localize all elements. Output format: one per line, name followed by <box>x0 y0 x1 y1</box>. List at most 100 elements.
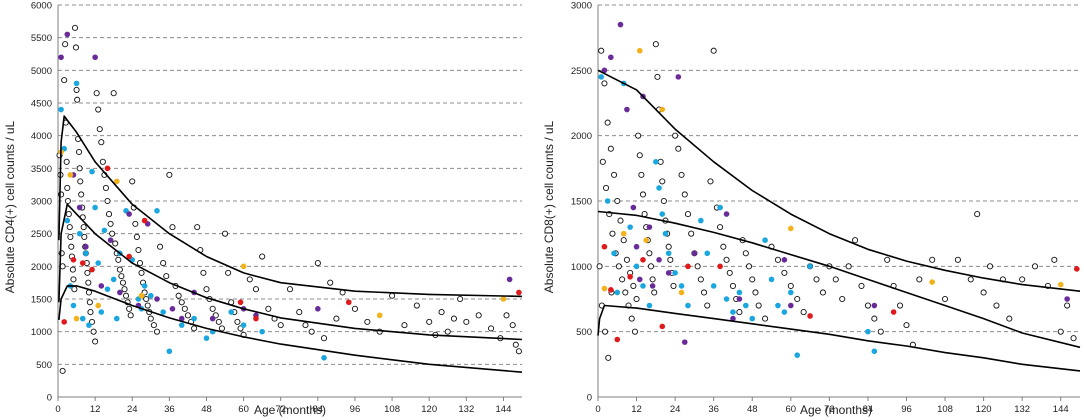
cd4-point-gold <box>500 296 507 302</box>
cd8-point-open <box>717 224 724 231</box>
cd4-point-purple <box>178 315 185 322</box>
cd4-point-open <box>512 341 519 348</box>
cd8-point-purple <box>788 302 794 309</box>
cd8-point-open <box>649 276 656 283</box>
cd8-point-open <box>762 315 769 322</box>
cd4-y-tick-label: 4500 <box>31 99 52 110</box>
cd8-point-open <box>980 289 987 296</box>
cd4-point-open <box>116 266 123 273</box>
cd4-point-open <box>203 286 210 293</box>
cd8-point-open <box>609 230 616 237</box>
cd8-point-open <box>897 302 904 309</box>
cd8-point-open <box>628 315 635 322</box>
cd4-point-open <box>475 312 482 319</box>
cd4-point-open <box>184 312 191 319</box>
cd4-point-open <box>314 260 321 267</box>
cd4-point-open <box>191 325 198 332</box>
cd4-point-blue <box>141 283 148 289</box>
cd8-point-open <box>605 354 612 361</box>
cd8-x-tick-label: 108 <box>937 404 953 415</box>
cd8-point-open <box>647 263 655 270</box>
cd4-point-open <box>286 286 294 293</box>
cd8-point-gold <box>929 279 935 285</box>
cd4-point-red <box>253 315 259 322</box>
cd4-point-open <box>75 148 83 156</box>
cd4-point-open <box>80 224 87 231</box>
cd4-point-open <box>71 24 79 31</box>
cd8-point-open <box>598 47 605 54</box>
cd4-point-open <box>109 230 116 237</box>
cd8-point-blue <box>807 263 813 270</box>
cd8-point-open <box>781 269 788 276</box>
cd8-point-open <box>607 145 614 152</box>
cd4-point-open <box>194 224 201 231</box>
cd4-point-open <box>92 338 99 345</box>
cd8-point-red <box>627 273 633 280</box>
cd8-point-open <box>813 276 820 283</box>
cd8-point-purple <box>646 224 653 230</box>
cd8-point-purple <box>617 21 624 28</box>
cd4-point-open <box>218 325 225 332</box>
cd8-x-tick-label: 84 <box>863 404 874 415</box>
cd8-point-open <box>657 158 664 165</box>
cd8-y-tick-label: 2000 <box>571 131 592 142</box>
cd4-point-open <box>74 96 81 103</box>
cd4-x-tick-label: 132 <box>458 404 474 415</box>
cd8-point-open <box>638 171 645 178</box>
cd4-point-open <box>246 276 253 283</box>
cd4-point-open <box>81 233 88 240</box>
cd4-x-tick-label: 108 <box>384 404 400 415</box>
cd4-point-open <box>147 315 154 322</box>
cd4-x-tick-label: 120 <box>421 404 437 415</box>
cd4-point-open <box>277 322 284 329</box>
cd4-point-open <box>70 276 77 283</box>
cd4-point-blue <box>228 309 235 315</box>
cd4-point-red <box>237 299 244 306</box>
cd4-y-tick-label: 0 <box>47 393 52 404</box>
cd4-point-open <box>136 260 144 267</box>
cd8-point-blue <box>781 309 788 315</box>
cd8-point-open <box>636 152 643 159</box>
cd4-point-open <box>129 178 136 185</box>
cd4-point-open <box>178 299 185 306</box>
cd8-x-tick-label: 60 <box>786 404 797 415</box>
cd8-point-open <box>672 132 679 139</box>
cd8-point-open <box>839 295 846 303</box>
cd8-point-blue <box>704 250 711 257</box>
cd8-point-open <box>623 256 630 263</box>
cd8-point-blue <box>762 237 768 243</box>
cd8-point-purple <box>608 54 614 61</box>
cd8-point-open <box>1057 328 1064 335</box>
cd4-point-purple <box>58 54 64 61</box>
cd4-point-gold <box>138 292 145 299</box>
cd4-x-tick-label: 36 <box>164 404 175 415</box>
cd8-point-open <box>654 73 661 80</box>
cd4-point-open <box>221 230 229 237</box>
cd4-y-tick-label: 2500 <box>31 229 52 240</box>
cd8-point-purple <box>691 250 698 257</box>
cd4-x-axis-label: Age (months) <box>254 403 326 417</box>
cd4-point-open <box>119 279 127 286</box>
cd4-point-open <box>138 269 145 276</box>
cd8-point-open <box>670 282 677 289</box>
cd4-point-red <box>126 253 132 260</box>
cd4-point-open <box>126 305 133 312</box>
cd4-point-blue <box>70 302 77 309</box>
cd4-x-tick-label: 0 <box>55 404 60 415</box>
cd4-point-blue <box>178 322 185 328</box>
cd4-point-open <box>163 273 170 280</box>
cd4-point-blue <box>154 208 160 214</box>
cd4-point-open <box>73 86 80 93</box>
cd4-point-blue <box>101 227 108 234</box>
cd8-y-tick-label: 500 <box>576 327 592 338</box>
cd8-point-blue <box>749 315 756 322</box>
cd8-point-open <box>684 211 692 218</box>
cd4-point-open <box>107 220 114 227</box>
cd4-point-open <box>209 305 216 312</box>
cd4-x-tick-label: 60 <box>238 404 249 415</box>
cd8-point-red <box>614 336 621 343</box>
cd8-point-open <box>755 302 762 309</box>
cd8-point-open <box>1070 335 1077 342</box>
cd8-point-open <box>1064 302 1071 309</box>
cd4-point-open <box>132 220 139 227</box>
